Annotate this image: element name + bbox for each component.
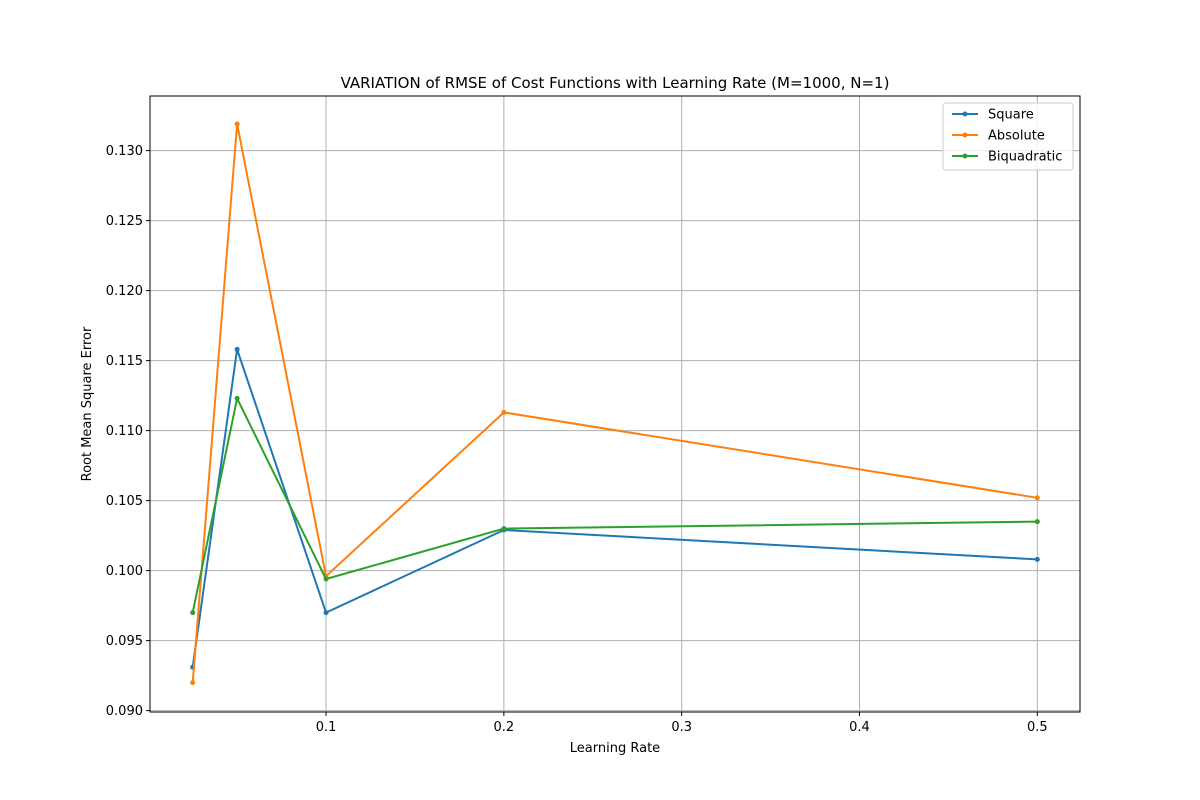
data-point-square	[1034, 556, 1040, 562]
x-tick-label: 0.3	[671, 720, 692, 735]
x-axis-label: Learning Rate	[570, 741, 660, 756]
legend: Square Absolute Biquadratic	[942, 102, 1074, 171]
data-point-biquadratic	[323, 576, 329, 582]
y-axis-ticks: 0.090 0.095 0.100 0.105 0.110 0.115 0.120 0.125…	[106, 144, 150, 719]
legend-marker-square	[962, 111, 968, 117]
x-tick-label: 0.1	[316, 720, 337, 735]
y-tick-label: 0.100	[106, 564, 143, 579]
y-tick-label: 0.095	[106, 634, 143, 649]
x-tick-label: 0.2	[494, 720, 515, 735]
y-tick-label: 0.130	[106, 144, 143, 159]
data-point-absolute	[501, 409, 507, 415]
y-tick-label: 0.125	[106, 214, 143, 229]
data-point-biquadratic	[501, 526, 507, 532]
data-point-square	[323, 610, 329, 616]
y-axis-label: Root Mean Square Error	[80, 326, 95, 481]
y-tick-label: 0.120	[106, 284, 143, 299]
legend-marker-biquadratic	[962, 153, 968, 159]
data-point-absolute	[234, 121, 240, 127]
data-point-absolute	[190, 680, 196, 686]
legend-label-square: Square	[988, 108, 1034, 123]
legend-frame	[942, 102, 1074, 171]
y-tick-label: 0.090	[106, 704, 143, 719]
chart-title: VARIATION of RMSE of Cost Functions with…	[341, 74, 890, 92]
x-axis-ticks: 0.1 0.2 0.3 0.4 0.5	[316, 712, 1048, 735]
legend-label-biquadratic: Biquadratic	[988, 150, 1062, 165]
data-point-absolute	[1034, 495, 1040, 501]
y-tick-label: 0.110	[106, 424, 143, 439]
x-tick-label: 0.5	[1027, 720, 1048, 735]
plot-series	[190, 121, 1040, 686]
data-point-biquadratic	[1034, 519, 1040, 525]
plot-area-frame	[149, 95, 1081, 713]
data-point-biquadratic	[190, 610, 196, 616]
y-tick-label: 0.115	[106, 354, 143, 369]
legend-label-absolute: Absolute	[988, 129, 1045, 144]
data-point-biquadratic	[234, 395, 240, 401]
x-tick-label: 0.4	[849, 720, 870, 735]
y-tick-label: 0.105	[106, 494, 143, 509]
data-point-square	[234, 346, 240, 352]
legend-marker-absolute	[962, 132, 968, 138]
